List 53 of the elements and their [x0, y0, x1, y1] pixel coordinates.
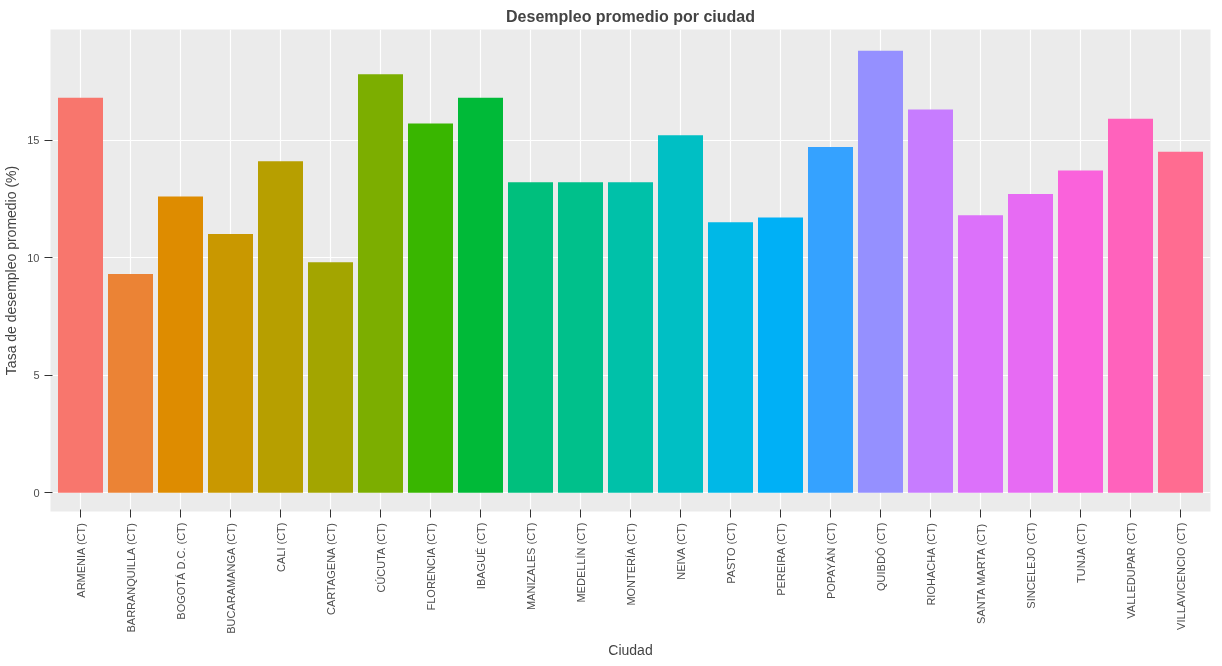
- bar: [1158, 151, 1203, 493]
- x-tick-label: RIOHACHA (CT): [924, 523, 937, 606]
- bar: [658, 135, 703, 493]
- x-tick-label: CÚCUTA (CT): [374, 523, 387, 593]
- x-tick-label: MONTERÍA (CT): [624, 523, 637, 606]
- bar: [1008, 194, 1053, 493]
- x-tick-label: BOGOTÁ D.C. (CT): [174, 522, 187, 620]
- x-tick-label: SINCELEJO (CT): [1024, 522, 1037, 609]
- x-tick-label: VILLAVICENCIO (CT): [1174, 522, 1187, 630]
- bar: [608, 182, 653, 493]
- x-tick-label: ARMENIA (CT): [74, 523, 87, 598]
- x-tick-label: CARTAGENA (CT): [324, 523, 337, 615]
- bar: [208, 234, 253, 493]
- x-tick-label: PEREIRA (CT): [774, 523, 787, 596]
- y-tick-label: 5: [33, 369, 40, 382]
- x-tick-label: VALLEDUPAR (CT): [1124, 522, 1137, 619]
- bar: [258, 161, 303, 493]
- y-tick-label: 0: [33, 486, 40, 499]
- x-tick-label: PASTO (CT): [724, 522, 737, 584]
- bar: [858, 50, 903, 493]
- bar: [1058, 170, 1103, 493]
- bar: [358, 74, 403, 493]
- bar: [708, 222, 753, 493]
- bar: [758, 217, 803, 493]
- x-tick-label: MEDELLÍN (CT): [574, 522, 587, 603]
- bar: [958, 215, 1003, 493]
- x-tick-label: NEIVA (CT): [674, 523, 687, 580]
- bar: [158, 196, 203, 493]
- bar: [408, 123, 453, 493]
- y-axis-title: Tasa de desempleo promedio (%): [3, 165, 20, 376]
- x-tick-label: FLORENCIA (CT): [424, 523, 437, 611]
- bar: [58, 97, 103, 493]
- x-tick-label: BUCARAMANGA (CT): [224, 523, 237, 634]
- bar: [1108, 118, 1153, 493]
- y-tick-label: 15: [27, 134, 40, 147]
- bar: [308, 262, 353, 493]
- x-tick-label: BARRANQUILLA (CT): [124, 523, 137, 633]
- bar: [808, 147, 853, 493]
- bar: [458, 97, 503, 493]
- x-tick-label: IBAGUÉ (CT): [474, 522, 487, 590]
- x-tick-label: SANTA MARTA (CT): [974, 523, 987, 624]
- chart-title: Desempleo promedio por ciudad: [506, 7, 755, 25]
- bar: [108, 274, 153, 493]
- x-tick-label: TUNJA (CT): [1074, 523, 1087, 583]
- x-tick-label: CALI (CT): [274, 522, 287, 572]
- x-tick-label: MANIZALES (CT): [524, 522, 537, 610]
- x-tick-label: QUIBDÓ (CT): [874, 522, 887, 591]
- bar: [908, 109, 953, 493]
- bar: [508, 182, 553, 493]
- x-tick-label: POPAYÁN (CT): [824, 522, 837, 600]
- y-tick-label: 10: [27, 251, 40, 264]
- x-axis-title: Ciudad: [608, 641, 653, 658]
- bar: [558, 182, 603, 493]
